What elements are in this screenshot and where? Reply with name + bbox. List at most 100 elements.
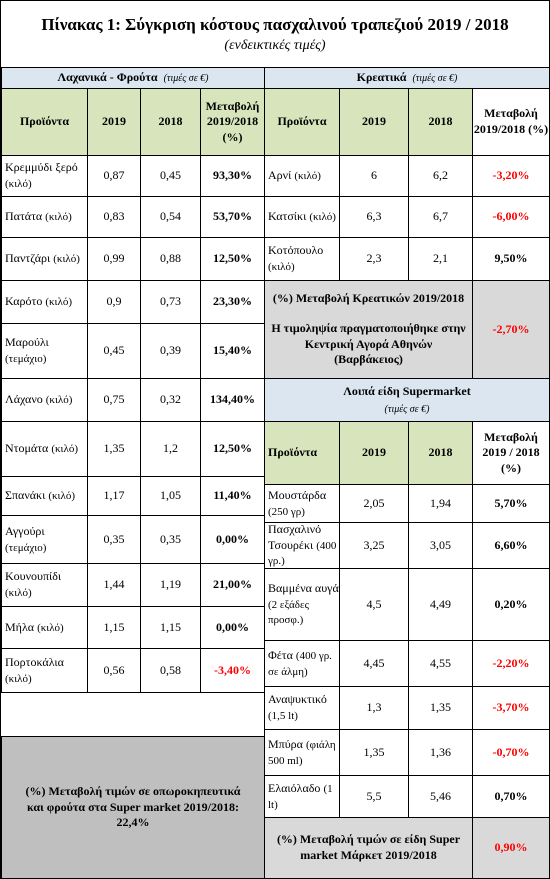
veg-row-product-wrap: Παντζάρι (κιλό) bbox=[5, 251, 80, 267]
veg-row-2018: 0,39 bbox=[140, 323, 201, 379]
veg-row-product-wrap: Λάχανο (κιλό) bbox=[5, 392, 72, 408]
veg-row-2019: 0,87 bbox=[87, 155, 141, 197]
veg-row-unit: (κιλό) bbox=[5, 672, 32, 685]
veg-row-product: Λάχανο (κιλό) bbox=[1, 378, 88, 422]
meat-row-product-wrap: Κατσίκι (κιλό) bbox=[268, 209, 336, 225]
veg-row-change: 21,00% bbox=[200, 563, 265, 607]
meat-row-name: Αρνί bbox=[268, 168, 292, 183]
meat-summary-value: -2,70% bbox=[472, 280, 550, 379]
veg-row-2019: 1,35 bbox=[87, 421, 141, 477]
super-row-unit: (1 lt) bbox=[268, 782, 333, 811]
super-row-unit: (250 γρ) bbox=[268, 505, 305, 518]
veg-row-2018: 0,35 bbox=[140, 515, 201, 564]
veg-row-product: Κουνουπίδι (κιλό) bbox=[1, 563, 88, 607]
veg-row-2018: 1,05 bbox=[140, 476, 201, 516]
meat-col-2018: 2018 bbox=[408, 88, 473, 156]
title-block: Πίνακας 1: Σύγκριση κόστους πασχαλινού τ… bbox=[1, 1, 549, 67]
meat-row-unit: (κιλό) bbox=[309, 211, 336, 224]
meat-row-change: -3,20% bbox=[472, 155, 550, 197]
veg-row-name: Κουνουπίδι bbox=[5, 569, 62, 584]
veg-row-unit: (τεμάχιο) bbox=[5, 541, 47, 554]
veg-row-product: Σπανάκι (κιλό) bbox=[1, 476, 88, 516]
veg-row-2019: 0,45 bbox=[87, 323, 141, 379]
meat-row-name: Κοτόπουλο bbox=[268, 243, 324, 258]
veg-row-name: Καρότο bbox=[5, 294, 43, 309]
super-header: Λοιπά είδη Supermarket (τιμές σε €) bbox=[264, 378, 550, 422]
super-row-product: Βαμμένα αυγά (2 εξάδες προσφ.) bbox=[264, 568, 340, 641]
meat-col-2019: 2019 bbox=[339, 88, 409, 156]
meat-summary-title: (%) Μεταβολή Κρεατικών 2019/2018 bbox=[272, 291, 465, 306]
veg-row-product-wrap: Μήλα (κιλό) bbox=[5, 620, 64, 636]
super-row-change: -0,70% bbox=[472, 729, 550, 776]
veg-row-name: Σπανάκι bbox=[5, 488, 46, 503]
super-row-2019: 4,5 bbox=[339, 568, 409, 641]
super-header-label: Λοιπά είδη Supermarket bbox=[343, 383, 471, 398]
super-row-name: Βαμμένα αυγά bbox=[268, 581, 339, 596]
veg-col-change: Μεταβολή 2019/2018 (%) bbox=[200, 88, 265, 156]
meat-unit-note: (τιμές σε €) bbox=[412, 72, 458, 84]
veg-row-product: Πατάτα (κιλό) bbox=[1, 196, 88, 238]
super-row-name: Πασχαλινό Τσουρέκι bbox=[268, 522, 322, 552]
veg-row-unit: (τεμάχιο) bbox=[5, 353, 47, 365]
super-row-name: Αναψυκτικό bbox=[268, 692, 327, 707]
veg-row-unit: (κιλό) bbox=[5, 178, 32, 190]
super-row-2019: 2,05 bbox=[339, 484, 409, 523]
meat-row-2019: 6,3 bbox=[339, 196, 409, 238]
super-row-product-wrap: Πασχαλινό Τσουρέκι (400 γρ.) bbox=[268, 522, 339, 568]
veg-row-product-wrap: Μαρούλι (τεμάχιο) bbox=[5, 335, 87, 366]
veg-row-product-wrap: Ντομάτα (κιλό) bbox=[5, 441, 78, 457]
veg-row-name: Κρεμμύδι ξερό bbox=[5, 160, 78, 175]
super-row-product-wrap: Ελαιόλαδο (1 lt) bbox=[268, 781, 339, 812]
veg-row-change: 12,50% bbox=[200, 237, 265, 281]
veg-row-product: Αγγούρι (τεμάχιο) bbox=[1, 515, 88, 564]
meat-row-2019: 6 bbox=[339, 155, 409, 197]
veg-row-unit: (κιλό) bbox=[45, 296, 72, 309]
veg-row-2018: 1,19 bbox=[140, 563, 201, 607]
super-row-2019: 3,25 bbox=[339, 522, 409, 569]
veg-row-2019: 0,35 bbox=[87, 515, 141, 564]
veg-row-name: Πατάτα bbox=[5, 209, 43, 224]
super-row-change: -2,20% bbox=[472, 640, 550, 687]
veg-row-product-wrap: Κρεμμύδι ξερό (κιλό) bbox=[5, 160, 87, 191]
meat-summary: (%) Μεταβολή Κρεατικών 2019/2018 Η τιμολη… bbox=[264, 280, 473, 379]
super-row-unit: (1,5 lt) bbox=[268, 710, 298, 722]
meat-row-product: Κατσίκι (κιλό) bbox=[264, 196, 340, 238]
super-row-product-wrap: Μπύρα (φιάλη 500 ml) bbox=[268, 737, 339, 768]
meat-row-2019: 2,3 bbox=[339, 237, 409, 281]
meat-row-change: 9,50% bbox=[472, 237, 550, 281]
super-row-product-wrap: Φέτα (400 γρ. σε άλμη) bbox=[268, 648, 339, 679]
veg-row-change: 93,30% bbox=[200, 155, 265, 197]
veg-row-unit: (κιλό) bbox=[48, 490, 75, 503]
veg-row-product-wrap: Σπανάκι (κιλό) bbox=[5, 488, 75, 504]
page-subtitle: (ενδεικτικές τιμές) bbox=[224, 38, 326, 53]
veg-row-product-wrap: Κουνουπίδι (κιλό) bbox=[5, 569, 87, 600]
meat-row-unit: (κιλό) bbox=[268, 261, 295, 273]
veg-row-name: Πορτοκάλια bbox=[5, 654, 64, 669]
veg-row-2018: 0,88 bbox=[140, 237, 201, 281]
veg-row-change: 134,40% bbox=[200, 378, 265, 422]
super-col-change: Μεταβολή 2019 / 2018 (%) bbox=[472, 421, 550, 485]
veg-row-product: Καρότο (κιλό) bbox=[1, 280, 88, 324]
super-row-unit: (400 γρ. σε άλμη) bbox=[268, 649, 332, 678]
veg-row-2019: 1,17 bbox=[87, 476, 141, 516]
veg-row-unit: (κιλό) bbox=[51, 443, 78, 456]
veg-row-2019: 0,9 bbox=[87, 280, 141, 324]
veg-row-change: 0,00% bbox=[200, 515, 265, 564]
super-summary: (%) Μεταβολή τιμών σε είδη Super market … bbox=[264, 817, 473, 879]
veg-row-2018: 0,32 bbox=[140, 378, 201, 422]
veg-row-unit: (κιλό) bbox=[45, 394, 73, 407]
veg-row-name: Μήλα bbox=[5, 619, 35, 634]
veg-row-name: Μαρούλι bbox=[5, 335, 49, 350]
veg-row-unit: (κιλό) bbox=[53, 253, 80, 266]
super-row-product-wrap: Μουστάρδα (250 γρ) bbox=[268, 488, 339, 519]
veg-header-label: Λαχανικά - Φρούτα bbox=[57, 70, 158, 85]
veg-row-change: 0,00% bbox=[200, 606, 265, 649]
super-row-name: Μουστάρδα bbox=[268, 487, 327, 502]
super-row-2018: 1,35 bbox=[408, 686, 473, 730]
super-row-product: Φέτα (400 γρ. σε άλμη) bbox=[264, 640, 340, 687]
super-row-2019: 4,45 bbox=[339, 640, 409, 687]
veg-row-product: Κρεμμύδι ξερό (κιλό) bbox=[1, 155, 88, 197]
veg-row-product-wrap: Πορτοκάλια (κιλό) bbox=[5, 655, 87, 686]
super-col-2018: 2018 bbox=[408, 421, 473, 485]
veg-row-product: Μαρούλι (τεμάχιο) bbox=[1, 323, 88, 379]
